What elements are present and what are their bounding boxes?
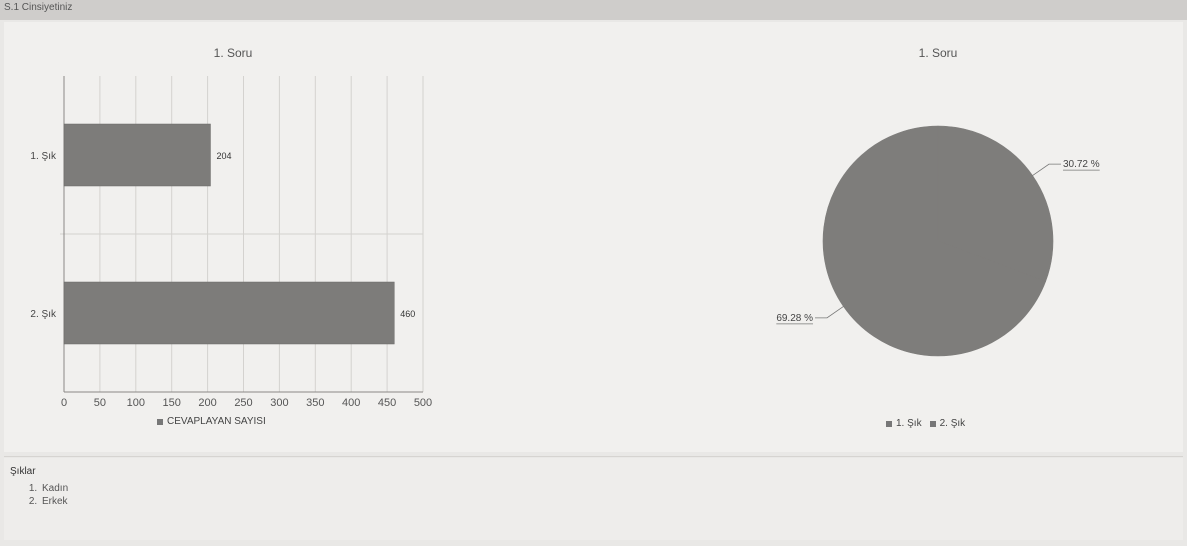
x-tick-label: 200 [198, 397, 216, 409]
pie-slice [822, 125, 1047, 357]
category-label: 1. Şık [30, 151, 57, 162]
bar-chart-title: 1. Soru [213, 46, 253, 60]
x-tick-label: 350 [306, 397, 324, 409]
x-tick-label: 100 [127, 397, 145, 409]
option-item: Erkek [40, 495, 68, 508]
x-tick-label: 250 [234, 397, 252, 409]
header-bar: S.1 Cinsiyetiniz [0, 0, 1187, 20]
slice-label: 30.72 % [1063, 159, 1100, 170]
category-label: 2. Şık [30, 309, 57, 320]
leader-line [1032, 163, 1061, 176]
x-tick-label: 50 [94, 397, 106, 409]
bar [63, 123, 211, 187]
question-title: S.1 Cinsiyetiniz [4, 2, 73, 13]
pie-slice [937, 125, 1054, 282]
data-label: 204 [216, 151, 231, 161]
pie-legend: 1. Şık 2. Şık [886, 418, 965, 429]
x-tick-label: 300 [270, 397, 288, 409]
bar-legend: CEVAPLAYAN SAYISI [157, 416, 266, 427]
leader-line [815, 306, 844, 319]
options-list: Kadın Erkek [34, 482, 68, 508]
slice-label: 69.28 % [776, 313, 813, 324]
x-tick-label: 400 [342, 397, 360, 409]
options-title: Şıklar [10, 466, 36, 477]
divider [4, 456, 1183, 457]
legend-swatch-2 [929, 420, 936, 427]
legend-label: CEVAPLAYAN SAYISI [167, 416, 266, 427]
data-label: 460 [400, 309, 415, 319]
x-tick-label: 500 [414, 397, 432, 409]
legend-swatch [157, 418, 163, 425]
options-section: Şıklar Kadın Erkek [4, 458, 1183, 540]
legend-swatch-1 [886, 420, 892, 427]
legend-label-2: 2. Şık [939, 418, 966, 429]
legend-label-1: 1. Şık [896, 418, 922, 429]
option-item: Kadın [40, 482, 68, 495]
bar [63, 281, 395, 345]
x-tick-label: 150 [163, 397, 181, 409]
pie-chart-title: 1. Soru [918, 46, 958, 60]
x-tick-label: 450 [378, 397, 396, 409]
x-tick-label: 0 [61, 397, 67, 409]
